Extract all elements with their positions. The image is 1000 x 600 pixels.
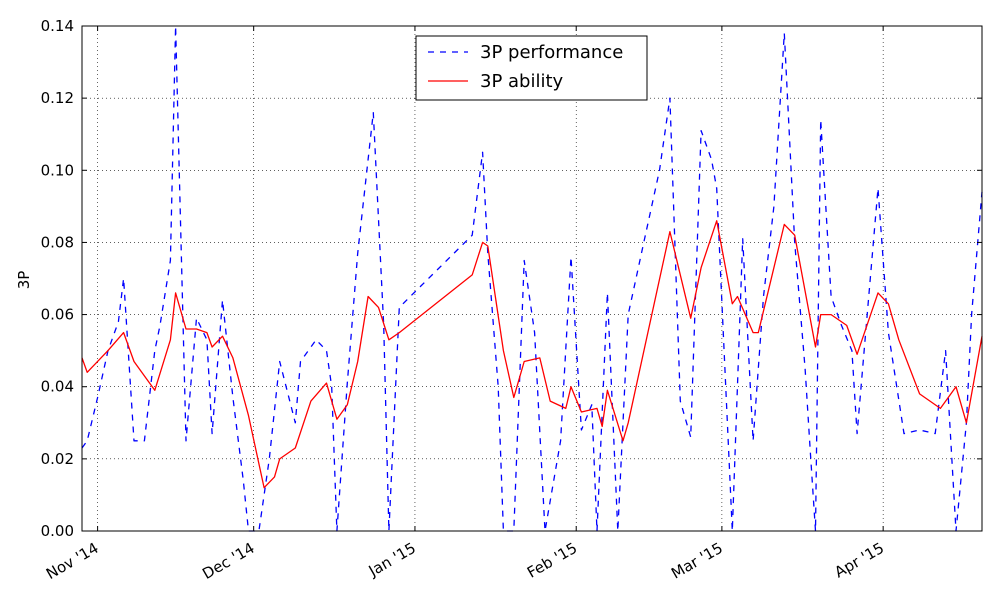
y-tick-label: 0.04 — [41, 378, 74, 396]
legend-box — [415, 35, 648, 101]
legend-label-performance: 3P performance — [480, 42, 623, 63]
y-tick-label: 0.00 — [41, 522, 74, 540]
legend-label-ability: 3P ability — [480, 71, 564, 92]
y-tick-label: 0.06 — [41, 306, 74, 324]
y-tick-label: 0.12 — [41, 89, 74, 107]
series-line-performance — [81, 25, 983, 532]
y-axis-label: 3P — [15, 271, 33, 290]
plot-frame — [81, 25, 983, 532]
series-lines — [81, 25, 983, 532]
y-tick-label: 0.10 — [41, 161, 74, 179]
y-tick-label: 0.14 — [41, 17, 74, 35]
grid — [82, 26, 982, 531]
y-tick-label: 0.08 — [41, 233, 74, 251]
y-tick-label: 0.02 — [41, 450, 74, 468]
series-line-ability — [81, 220, 983, 489]
legend: 3P performance 3P ability — [415, 35, 648, 101]
